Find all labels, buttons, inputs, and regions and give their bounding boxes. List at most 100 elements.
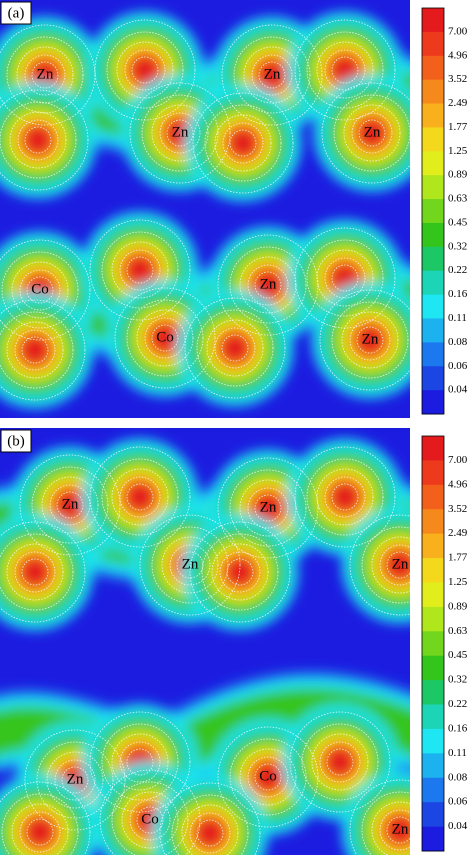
contour-line: [233, 36, 311, 114]
contour-line: [196, 819, 224, 847]
atom-density: [357, 118, 387, 148]
contour-line: [371, 536, 410, 594]
atom-density: [385, 815, 410, 845]
contour-line: [341, 311, 399, 369]
colorbar-label: 0.08: [448, 336, 468, 348]
colorbar-label: 0.06: [448, 796, 468, 808]
contour-line: [31, 61, 59, 89]
contour-line: [289, 711, 391, 813]
contour-line: [358, 119, 386, 147]
colorbar-label: 3.52: [448, 73, 467, 85]
colorbar-swatch: [422, 175, 444, 200]
colorbar-label: 0.22: [448, 264, 467, 276]
colorbar-label: 0.32: [448, 674, 467, 686]
contour-line: [31, 466, 109, 544]
atom-label: Zn: [264, 66, 281, 82]
contour-line: [214, 327, 256, 369]
contour-line: [111, 733, 169, 791]
colorbar-swatch: [422, 342, 444, 367]
colorbar-frame: [421, 7, 445, 415]
contour-line: [379, 809, 410, 851]
contour-line: [121, 791, 179, 849]
colorbar-label: 0.11: [448, 747, 467, 759]
contour-line: [379, 544, 410, 586]
contour-line: [221, 24, 323, 126]
colorbar-frame: [421, 435, 445, 852]
contour-line: [254, 494, 282, 522]
contour-line: [239, 748, 297, 806]
colorbar-swatch: [422, 704, 444, 730]
colorbar-label: 7.00: [448, 25, 468, 37]
atom-density: [20, 557, 50, 587]
contour-line: [54, 759, 96, 801]
contour-line: [316, 468, 374, 526]
contour-line: [371, 801, 410, 855]
atom-label: Zn: [62, 496, 79, 512]
contour-line: [386, 551, 410, 579]
colorbar-swatch: [422, 31, 444, 57]
contour-line: [119, 476, 161, 518]
colorbar-swatch: [422, 151, 444, 176]
contour-line: [21, 336, 49, 364]
atom-density: [253, 493, 283, 523]
contour-line: [331, 301, 409, 379]
contour-line: [19, 811, 61, 853]
contour-line: [0, 533, 74, 611]
atom-density: [130, 55, 160, 85]
atom-label: Zn: [260, 499, 277, 515]
contour-line: [14, 551, 56, 593]
colorbar-swatch: [422, 606, 444, 632]
contour-line: [21, 558, 49, 586]
colorbar-label: 1.25: [448, 576, 468, 588]
contour-line: [119, 249, 161, 291]
contour-line: [184, 297, 286, 399]
contour-line: [24, 126, 52, 154]
contour-line: [6, 543, 64, 601]
contour-line: [0, 311, 74, 389]
atom-density: [220, 333, 250, 363]
contour-line: [46, 751, 104, 809]
contour-line: [229, 469, 307, 547]
density: [0, 439, 410, 855]
contour-line: [101, 458, 179, 536]
contour-line: [9, 111, 67, 169]
contour-line: [251, 54, 293, 96]
contour-line: [99, 769, 201, 855]
contour-line: [306, 31, 384, 109]
contour-line: [166, 119, 194, 147]
contour-line: [126, 748, 154, 776]
contour-line: [324, 257, 366, 299]
colorbar-label: 7.00: [448, 454, 468, 466]
contour-line: [1, 793, 79, 855]
colorbar-label: 0.06: [448, 360, 468, 372]
colorbar-label: 2.49: [448, 527, 468, 539]
colorbar-label: 0.63: [448, 625, 468, 637]
contour-line: [116, 41, 174, 99]
contour-line: [19, 269, 61, 311]
colorbar-label: 2.49: [448, 97, 468, 109]
atom-density: [355, 325, 385, 355]
colorbar-label: 0.16: [448, 288, 468, 300]
contour-line: [136, 309, 194, 367]
contour-line: [129, 799, 171, 841]
contour-line: [229, 246, 307, 324]
atom-density: [25, 817, 55, 847]
contour-map: Zn Zn Zn Zn Zn Co Co Zn: [0, 428, 410, 855]
colorbar-label: 0.08: [448, 771, 468, 783]
atom-density: [228, 128, 258, 158]
contour-line: [221, 334, 249, 362]
contour-line: [324, 476, 366, 518]
contour-line: [151, 324, 179, 352]
contour-line: [321, 82, 410, 184]
atom-density: [330, 55, 360, 85]
contour-line: [11, 803, 69, 855]
atom-label: Co: [141, 811, 159, 827]
contour-line: [151, 526, 229, 604]
colorbar-swatch: [422, 390, 444, 415]
contour-line: [386, 816, 410, 844]
contour-line: [126, 483, 154, 511]
colorbar-swatch: [422, 8, 444, 33]
contour-line: [26, 818, 54, 846]
colorbar-label: 3.52: [448, 503, 467, 515]
